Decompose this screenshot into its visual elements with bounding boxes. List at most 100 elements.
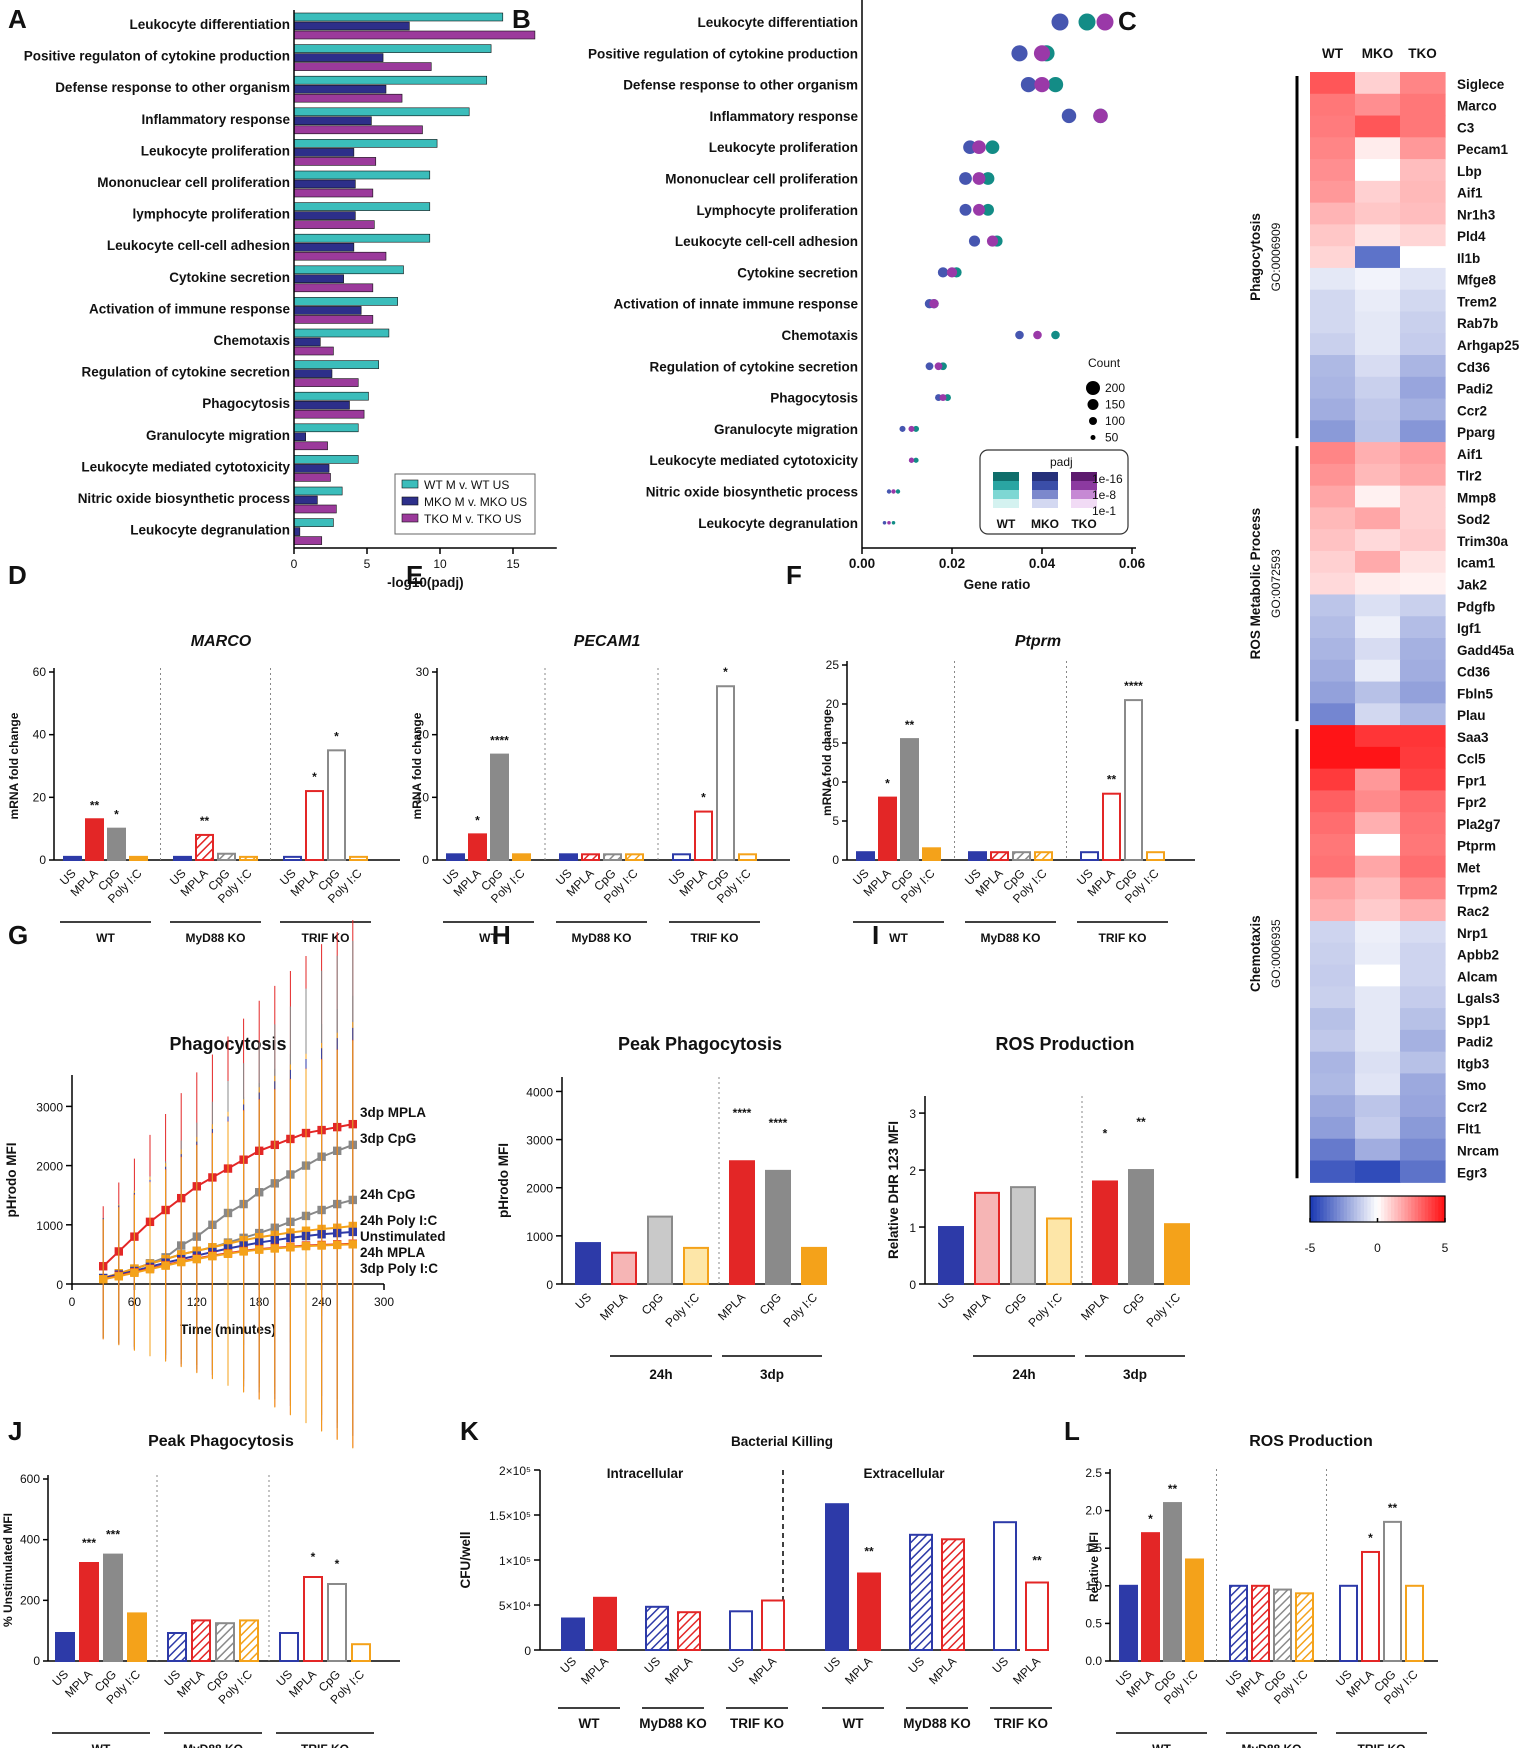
dot-tko xyxy=(891,489,896,494)
dot-wt xyxy=(1051,330,1060,340)
bar-cpg xyxy=(1273,1588,1292,1663)
x-tick-label: MPLA xyxy=(1010,1654,1043,1687)
bar-us xyxy=(446,853,465,862)
dot-tko xyxy=(1033,45,1051,62)
gene-label: Pla2g7 xyxy=(1457,817,1501,832)
y-tick-label: 3 xyxy=(909,1107,916,1121)
heatmap-cell xyxy=(1355,572,1401,596)
colorbar-cell xyxy=(1438,1196,1443,1222)
bar-mkomvmkous xyxy=(293,464,330,473)
bar-mkomvmkous xyxy=(293,369,333,378)
panel-letter-G: G xyxy=(8,920,28,950)
heatmap-cell xyxy=(1400,1095,1446,1118)
series-marker xyxy=(192,1254,202,1264)
y-tick-label: 600 xyxy=(20,1472,40,1486)
heatmap-cell xyxy=(1400,572,1446,596)
category-label: Activation of innate immune response xyxy=(613,297,858,312)
bar-us xyxy=(968,851,987,862)
gene-label: Ccl5 xyxy=(1457,752,1486,767)
gene-label: Il1b xyxy=(1457,251,1480,266)
count-legend-label: 150 xyxy=(1105,398,1125,412)
padj-group-label: MKO xyxy=(1031,517,1059,531)
y-tick-label: 0 xyxy=(832,853,839,867)
count-legend-label: 50 xyxy=(1105,431,1119,445)
heatmap-cell xyxy=(1400,833,1446,857)
bar-polyic xyxy=(127,1612,147,1663)
colorbar-cell xyxy=(1326,1196,1331,1222)
heatmap-cell xyxy=(1355,333,1401,356)
heatmap-cell xyxy=(1400,267,1446,291)
gene-label: Nrp1 xyxy=(1457,926,1488,941)
panel-title: ROS Production xyxy=(996,1034,1135,1054)
bar-mpla xyxy=(1092,1180,1118,1286)
bar-cpg xyxy=(900,738,919,861)
legend-label: MKO M v. MKO US xyxy=(424,495,527,509)
panel-letter-K: K xyxy=(460,1416,479,1446)
category-label: Activation of immune response xyxy=(89,301,291,316)
heatmap-cell xyxy=(1355,725,1401,748)
heatmap-cell xyxy=(1310,1095,1356,1118)
bar-mpla xyxy=(1102,792,1121,862)
heatmap-cell xyxy=(1355,137,1401,160)
group-label: TRIF KO xyxy=(1358,1742,1406,1748)
dot-tko xyxy=(973,203,985,216)
panel-letter-F: F xyxy=(786,560,802,590)
bar-mpla xyxy=(694,810,713,861)
heatmap-cell xyxy=(1400,1160,1446,1183)
bar-cpg xyxy=(1163,1502,1182,1662)
group-go-label: GO:0072593 xyxy=(1269,549,1283,618)
heatmap-cell xyxy=(1355,877,1401,900)
heatmap-cell xyxy=(1310,964,1356,987)
legend-swatch xyxy=(401,479,419,489)
dot-tko xyxy=(972,172,986,185)
heatmap-cell xyxy=(1400,246,1446,269)
bar-mkomvmkous xyxy=(293,21,410,31)
heatmap-cell xyxy=(1310,398,1356,421)
dot-wt xyxy=(913,457,919,463)
bar-us xyxy=(559,853,578,862)
bar-mkomvmkous xyxy=(293,527,301,536)
heatmap-cell xyxy=(1400,420,1446,443)
panel-title: Ptprm xyxy=(1015,633,1061,650)
y-tick-label: 1000 xyxy=(526,1230,553,1244)
dot-tko xyxy=(939,394,947,402)
y-tick-label: 20 xyxy=(826,697,840,711)
significance-label: ** xyxy=(1136,1115,1146,1129)
heatmap-cell xyxy=(1400,790,1446,813)
panel-letter-L: L xyxy=(1064,1416,1080,1446)
count-legend-label: 100 xyxy=(1105,414,1125,428)
gene-label: Fpr2 xyxy=(1457,795,1486,810)
x-tick-label: MPLA xyxy=(286,1667,319,1700)
bar-polyic xyxy=(683,1246,709,1286)
gene-label: Pparg xyxy=(1457,425,1495,440)
significance-label: **** xyxy=(1124,679,1143,693)
heatmap-cell xyxy=(1400,1008,1446,1031)
panel-title: MARCO xyxy=(191,633,252,650)
heatmap-cell xyxy=(1400,333,1446,356)
y-tick-label: 3000 xyxy=(36,1100,63,1114)
padj-swatch xyxy=(1071,472,1097,481)
series-marker xyxy=(130,1268,139,1277)
category-label: Nitric oxide biosynthetic process xyxy=(78,491,290,506)
heatmap-cell xyxy=(1355,398,1401,421)
bar-polyic xyxy=(239,1619,259,1663)
x-tick-label: Poly I:C xyxy=(781,1290,821,1330)
series-label: 3dp Poly I:C xyxy=(360,1261,438,1276)
x-tick-label: 5 xyxy=(364,557,371,571)
y-tick-label: 2 xyxy=(909,1164,916,1178)
group-label: TRIF KO xyxy=(691,931,739,945)
bar-tkomvtkous xyxy=(293,30,536,40)
heatmap-cell xyxy=(1310,986,1356,1009)
y-tick-label: 0.0 xyxy=(1085,1654,1102,1668)
bar-mkomvmkous xyxy=(293,211,356,220)
gene-label: Ccr2 xyxy=(1457,403,1487,418)
dot-mko xyxy=(959,172,972,185)
heatmap-cell xyxy=(1355,1116,1401,1140)
y-tick-label: 25 xyxy=(826,658,840,672)
bar-polyic xyxy=(512,853,531,862)
colorbar-cell xyxy=(1404,1196,1409,1222)
y-tick-label: 400 xyxy=(20,1533,40,1547)
dot-tko xyxy=(986,235,999,247)
gene-label: Saa3 xyxy=(1457,730,1489,745)
significance-label: ** xyxy=(200,814,210,828)
